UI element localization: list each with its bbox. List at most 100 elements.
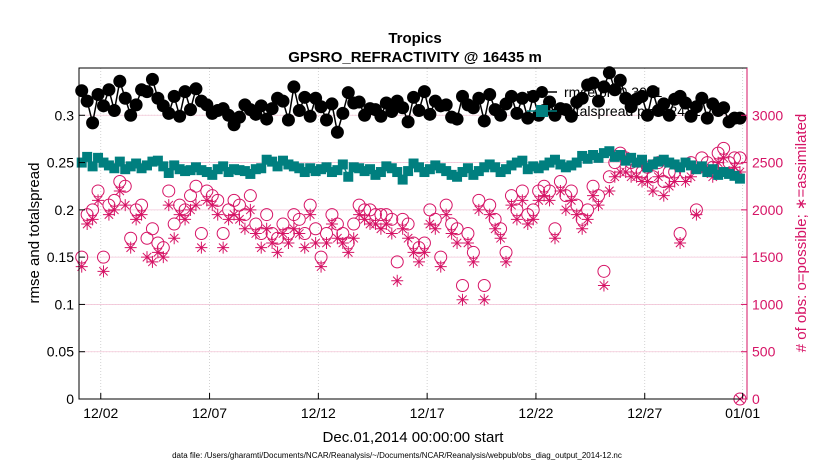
possible-obs-point (733, 151, 747, 165)
assimilated-obs-point (119, 199, 132, 212)
assimilated-obs-point (548, 232, 561, 245)
rmse-point (184, 103, 198, 117)
assimilated-obs-point (483, 208, 496, 221)
rmse-point (575, 91, 589, 105)
rmse-point (466, 101, 480, 115)
rmse-point (640, 108, 654, 122)
assimilated-obs-point (342, 246, 355, 259)
rmse-point (80, 94, 94, 108)
totalspread-point (185, 165, 196, 176)
totalspread-point (571, 157, 582, 168)
assimilated-obs-point (461, 236, 474, 249)
totalspread-point (528, 161, 539, 172)
totalspread-point (533, 163, 544, 174)
assimilated-obs-point (380, 218, 393, 231)
rmse-point (412, 104, 426, 118)
legend-rmse-label: rmse pr=0.3001 (564, 84, 663, 100)
totalspread-point (256, 163, 267, 174)
totalspread-point (403, 166, 414, 177)
rmse-point (145, 72, 159, 86)
rmse-point (260, 112, 274, 126)
totalspread-point (190, 162, 201, 173)
totalspread-point (239, 166, 250, 177)
rmse-point (314, 100, 328, 114)
assimilated-obs-point (429, 222, 442, 235)
rmse-point (107, 104, 121, 118)
assimilated-obs-point (728, 161, 741, 174)
rmse-point (423, 107, 437, 121)
totalspread-point (316, 164, 327, 175)
rmse-point (439, 98, 453, 112)
totalspread-point (713, 169, 724, 180)
rmse-point (341, 86, 355, 100)
totalspread-point (283, 159, 294, 170)
assimilated-obs-point (140, 251, 153, 264)
rmse-point (75, 84, 89, 98)
totalspread-point (604, 146, 615, 157)
y-right-tick-label: 0 (752, 391, 760, 407)
assimilated-obs-point (597, 279, 610, 292)
assimilated-obs-point (663, 180, 676, 193)
totalspread-point (424, 164, 435, 175)
possible-obs-point (211, 193, 225, 207)
assimilated-obs-point (315, 260, 328, 273)
totalspread-point (664, 157, 675, 168)
possible-obs-point (657, 174, 671, 188)
assimilated-obs-point (271, 246, 284, 259)
assimilated-obs-point (244, 203, 257, 216)
assimilated-obs-point (690, 208, 703, 221)
totalspread-point (103, 160, 114, 171)
totalspread-point (620, 155, 631, 166)
rmse-point (717, 101, 731, 115)
assimilated-obs-point (646, 184, 659, 197)
assimilated-obs-point (325, 218, 338, 231)
totalspread-point (158, 161, 169, 172)
totalspread-point (82, 151, 93, 162)
y-right-tick-label: 1000 (752, 296, 783, 312)
x-tick-label: 01/01 (725, 405, 760, 421)
totalspread-point (637, 154, 648, 165)
possible-obs-point (374, 208, 388, 222)
assimilated-obs-point (385, 227, 398, 240)
totalspread-point (250, 164, 261, 175)
rmse-point (254, 99, 268, 113)
assimilated-obs-point (592, 199, 605, 212)
totalspread-point (245, 168, 256, 179)
assimilated-obs-point (445, 227, 458, 240)
totalspread-point (218, 161, 229, 172)
chart-subtitle: GPSRO_REFRACTIVITY @ 16435 m (288, 49, 542, 66)
assimilated-obs-point (494, 232, 507, 245)
rmse-point (385, 105, 399, 119)
possible-obs-point (184, 189, 198, 203)
assimilated-obs-point (97, 265, 110, 278)
assimilated-obs-point (581, 213, 594, 226)
possible-obs-point (140, 231, 154, 245)
rmse-point (695, 91, 709, 105)
rmse-point (597, 80, 611, 94)
totalspread-point (462, 163, 473, 174)
totalspread-point (734, 173, 745, 184)
assimilated-obs-point (641, 175, 654, 188)
possible-obs-point (167, 217, 181, 231)
assimilated-obs-point (565, 194, 578, 207)
assimilated-obs-point (353, 208, 366, 221)
totalspread-point (675, 162, 686, 173)
assimilated-obs-point (130, 213, 143, 226)
rmse-point (450, 112, 464, 126)
rmse-point (336, 106, 350, 120)
x-tick-label: 12/07 (192, 405, 227, 421)
possible-obs-point (450, 222, 464, 236)
assimilated-obs-point (168, 232, 181, 245)
totalspread-point (577, 150, 588, 161)
totalspread-point (669, 159, 680, 170)
y-left-axis-label: rmse and totalspread (26, 163, 43, 304)
rmse-point (281, 113, 295, 127)
possible-obs-point (292, 212, 306, 226)
rmse-point (167, 89, 181, 103)
totalspread-point (392, 167, 403, 178)
assimilated-obs-point (434, 260, 447, 273)
assimilated-obs-point (630, 170, 643, 183)
legend: rmse pr=0.3001 totalspread pr=0.2431 (527, 84, 701, 119)
totalspread-point (141, 160, 152, 171)
rmse-point (320, 113, 334, 127)
